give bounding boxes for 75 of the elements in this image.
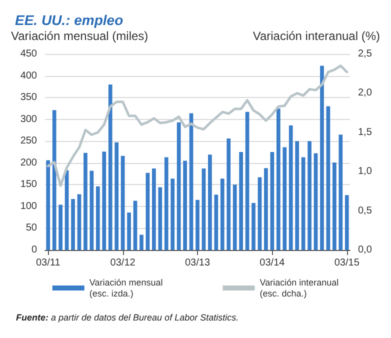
y-tick-label: 0 [31, 244, 38, 256]
bar [170, 178, 175, 250]
y-tick-label: 350 [20, 92, 38, 104]
bar [84, 152, 88, 250]
x-tick-label: 03/14 [260, 258, 286, 268]
y-tick-label: 250 [20, 136, 38, 147]
bar [52, 110, 56, 250]
bar [183, 160, 187, 250]
bar [258, 177, 262, 250]
bar [152, 168, 156, 250]
y2-tick-label: 2,0 [358, 88, 372, 99]
bar [140, 234, 144, 250]
bar [308, 141, 312, 250]
bar [252, 202, 256, 250]
y2-tick-label: 2,5 [358, 48, 372, 60]
bar [264, 168, 268, 250]
y2-axis-title: Variación interanual (%) [252, 29, 380, 43]
bar [146, 172, 150, 250]
bar [282, 147, 287, 250]
y2-tick-label: 1,0 [358, 166, 372, 178]
y-tick-label: 100 [20, 200, 38, 212]
bar [314, 153, 318, 250]
bar [90, 170, 94, 250]
bar [208, 154, 212, 250]
bar [46, 160, 50, 250]
y2-tick-label: 0,0 [358, 244, 372, 256]
bar [226, 138, 231, 250]
legend-label: Variación interanual (esc. dcha.) [260, 278, 339, 298]
bar [276, 108, 280, 250]
bar [232, 184, 237, 250]
x-tick-label: 03/11 [36, 258, 61, 268]
bar [320, 66, 324, 250]
bar [102, 152, 106, 250]
bar [214, 194, 218, 250]
bar [245, 112, 250, 250]
y-tick-label: 150 [20, 179, 38, 190]
bar [120, 156, 125, 250]
y-tick-label: 450 [20, 48, 38, 60]
bar [301, 157, 306, 250]
x-tick-label: 03/12 [110, 258, 136, 268]
bar [58, 204, 62, 250]
y-axis-title: Variación mensual (miles) [11, 29, 148, 43]
bar [344, 195, 349, 250]
y-tick-label: 50 [26, 222, 38, 234]
bar [220, 178, 224, 250]
bar [158, 187, 162, 250]
x-tick-label: 03/15 [334, 258, 360, 268]
y2-tick-label: 0,5 [358, 205, 372, 216]
bar [108, 84, 112, 250]
y-tick-label: 200 [20, 157, 38, 168]
y2-tick-label: 1,5 [358, 126, 372, 138]
bar [288, 125, 293, 250]
y-tick-label: 400 [20, 70, 38, 82]
bar [164, 157, 168, 250]
bar [270, 152, 274, 250]
bar [114, 142, 119, 250]
bar [338, 134, 343, 250]
bar [176, 122, 181, 250]
legend-label: Variación mensual (esc. izda.) [89, 278, 163, 298]
line-series [46, 64, 348, 187]
bar [71, 199, 75, 250]
bar [196, 200, 200, 250]
x-tick-label: 03/13 [184, 258, 210, 268]
bar [326, 106, 330, 250]
bar [202, 168, 206, 250]
bar [239, 152, 243, 250]
bar [332, 162, 336, 250]
bar [133, 200, 138, 250]
y-tick-label: 300 [20, 114, 38, 125]
bar [96, 186, 100, 250]
chart-title: EE. UU.: empleo [15, 12, 124, 28]
bar [127, 212, 131, 250]
bar [77, 194, 82, 250]
text: Fuente: a partir de datos del Bureau of Labor Statistics. [16, 312, 239, 322]
bar [295, 141, 300, 250]
